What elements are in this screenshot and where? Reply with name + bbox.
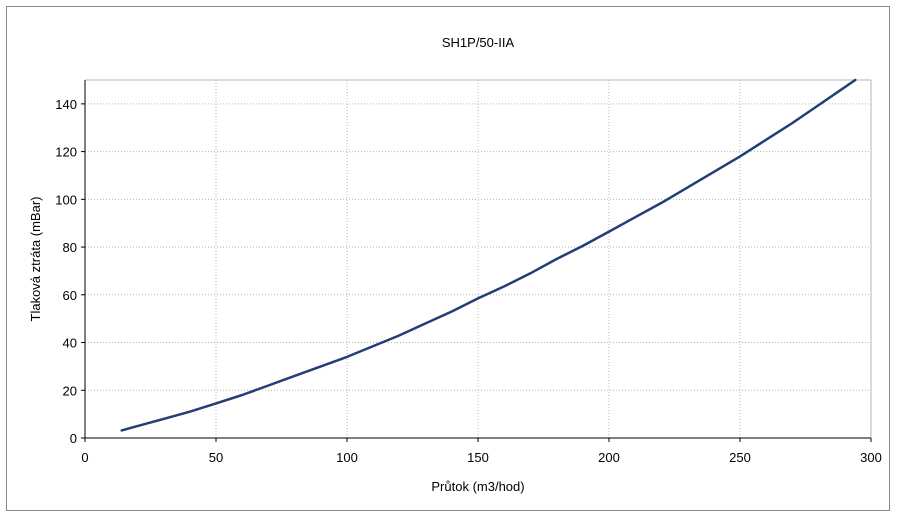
y-tick-label: 80 xyxy=(63,240,77,255)
series-line xyxy=(120,78,857,432)
y-axis-title: Tlaková ztráta (mBar) xyxy=(28,197,43,322)
y-tick-label: 120 xyxy=(55,145,77,160)
y-tick-label: 100 xyxy=(55,192,77,207)
y-tick-label: 20 xyxy=(63,383,77,398)
x-tick-label: 50 xyxy=(209,450,223,465)
chart-frame xyxy=(6,6,890,511)
x-tick-label: 100 xyxy=(336,450,358,465)
y-tick-label: 40 xyxy=(63,336,77,351)
chart-title: SH1P/50-IIA xyxy=(442,35,515,50)
x-tick-label: 200 xyxy=(598,450,620,465)
x-tick-label: 150 xyxy=(467,450,489,465)
y-tick-label: 140 xyxy=(55,97,77,112)
x-tick-label: 300 xyxy=(860,450,882,465)
x-axis-title: Průtok (m3/hod) xyxy=(431,479,524,494)
y-tick-label: 0 xyxy=(70,431,77,446)
series-layer xyxy=(120,78,857,432)
x-tick-label: 250 xyxy=(729,450,751,465)
grid xyxy=(85,80,872,438)
x-tick-label: 0 xyxy=(81,450,88,465)
y-tick-label: 60 xyxy=(63,288,77,303)
axes: 0 50 100 150 200 250 300 0 20 40 60 80 100 120 140 xyxy=(55,79,882,465)
